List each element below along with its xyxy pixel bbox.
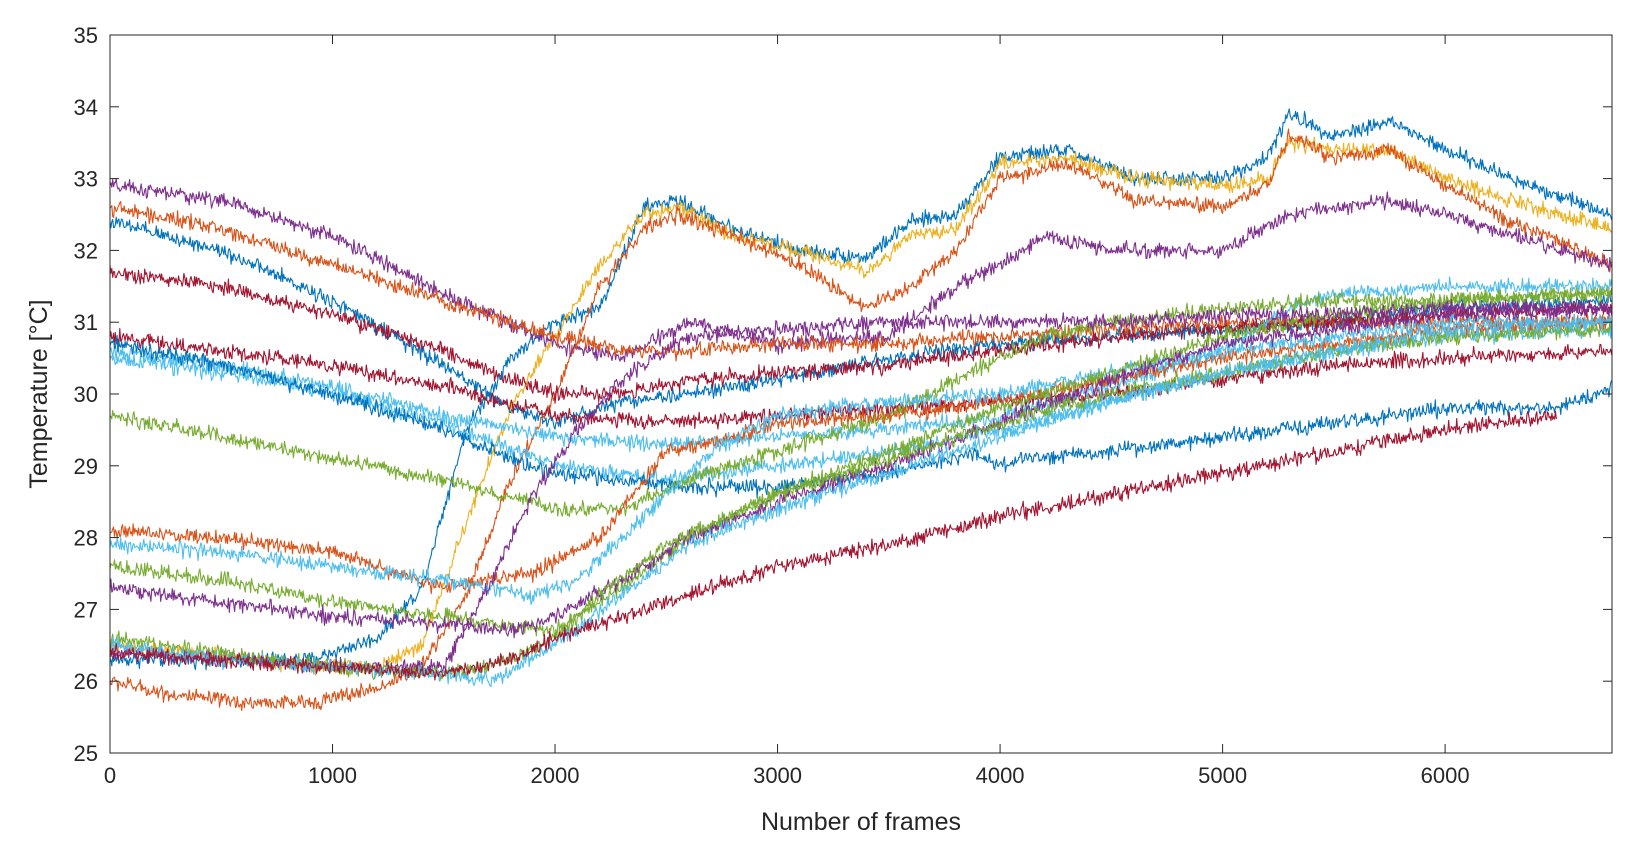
x-tick-label: 4000: [976, 763, 1025, 788]
x-tick-label: 5000: [1198, 763, 1247, 788]
x-axis-label: Number of frames: [761, 808, 961, 836]
ticks-layer: 0 1000 2000 3000 4000 5000 6000 25 26 27 28 29 30 31 3…: [74, 23, 1612, 788]
series-line: [110, 285, 1612, 518]
y-tick-label: 34: [74, 95, 98, 120]
y-tick-label: 28: [74, 526, 98, 551]
y-tick-label: 31: [74, 310, 98, 335]
y-axis-label: Temperature [°C]: [25, 299, 53, 488]
x-tick-label: 6000: [1421, 763, 1470, 788]
series-layer: [110, 108, 1612, 711]
y-tick-label: 26: [74, 669, 98, 694]
series-line: [110, 327, 1612, 430]
series-line: [110, 108, 1612, 671]
series-line: [110, 265, 1612, 404]
x-tick-label: 2000: [531, 763, 580, 788]
series-line: [110, 136, 1612, 676]
y-tick-label: 27: [74, 597, 98, 622]
x-tick-label: 1000: [308, 763, 357, 788]
y-tick-label: 32: [74, 238, 98, 263]
y-tick-label: 25: [74, 741, 98, 766]
y-tick-label: 29: [74, 454, 98, 479]
series-line: [110, 302, 1612, 639]
y-tick-label: 33: [74, 167, 98, 192]
x-tick-label: 0: [104, 763, 116, 788]
series-line: [110, 310, 1612, 605]
series-line: [110, 316, 1612, 688]
series-line: [110, 410, 1557, 681]
series-line: [110, 178, 1612, 363]
series-line: [110, 285, 1612, 638]
series-line: [110, 128, 1612, 711]
x-tick-label: 3000: [753, 763, 802, 788]
y-tick-label: 30: [74, 382, 98, 407]
y-tick-label: 35: [74, 23, 98, 48]
